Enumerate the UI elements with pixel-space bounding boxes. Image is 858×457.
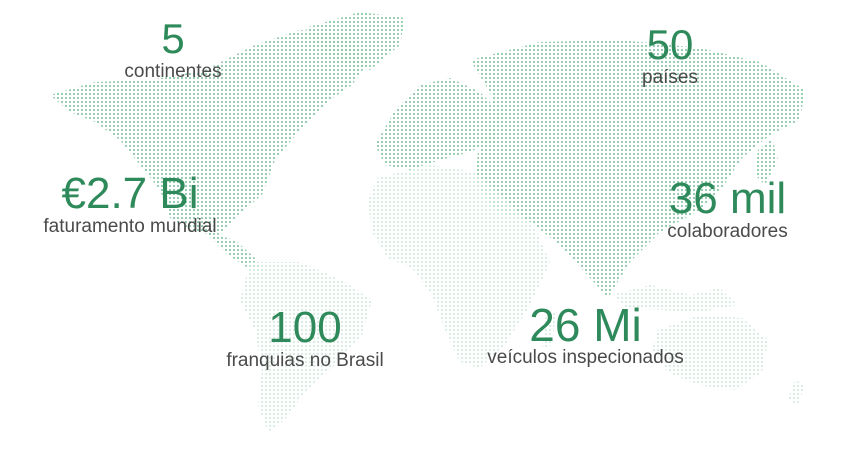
stat-label: franquias no Brasil [226,350,384,371]
africa-shape [368,165,550,368]
stat-value: 36 mil [668,174,787,223]
stat-label: veículos inspecionados [487,347,684,368]
japan-shape [755,138,778,185]
australia-shape [652,315,768,390]
se-asia-islands-shape [612,285,738,312]
greenland-shape [305,12,405,70]
stat-revenue: €2.7 Bi faturamento mundial [20,169,240,237]
north-america-shape [50,30,370,235]
stat-label: continentes [124,61,222,82]
stat-label: países [642,67,698,88]
stat-value: €2.7 Bi [61,169,199,218]
stat-label: colaboradores [667,221,788,242]
stat-continents: 5 continentes [113,15,233,82]
stat-countries: 50 países [620,21,720,88]
stat-value: 26 Mi [529,299,642,351]
new-zealand-shape [788,380,805,405]
europe-shape [375,78,500,170]
central-america-shape [205,232,262,270]
stat-vehicles: 26 Mi veículos inspecionados [468,302,703,367]
madagascar-shape [542,312,556,348]
south-america-shape [240,262,372,432]
asia-shape [470,40,805,298]
stat-value: 5 [161,15,185,62]
stat-value: 100 [268,303,342,352]
stat-value: 50 [646,21,694,68]
stat-employees: 36 mil colaboradores [650,174,805,242]
stat-franchises: 100 franquias no Brasil [205,303,405,371]
stat-label: faturamento mundial [43,216,217,237]
